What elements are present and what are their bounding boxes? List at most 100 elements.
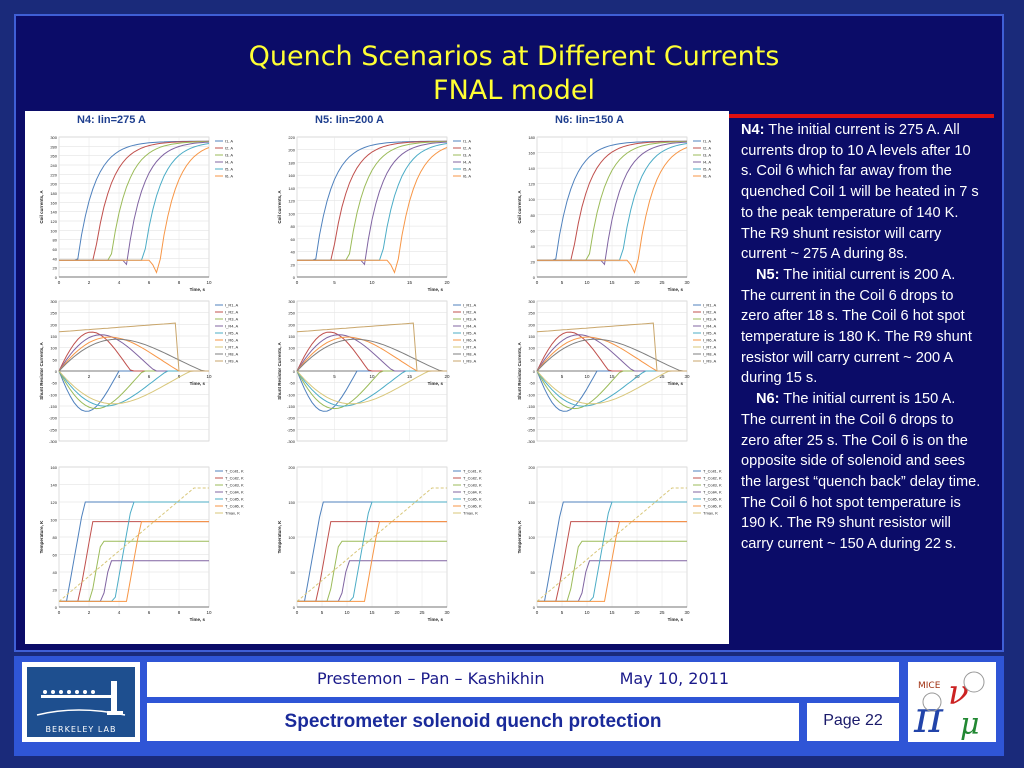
y-axis-label: Coil currents, A bbox=[517, 190, 522, 224]
legend-entry: I3, A bbox=[463, 153, 471, 158]
y-tick-label: 60 bbox=[53, 247, 58, 252]
svg-text:μ: μ bbox=[960, 707, 980, 742]
note-n5-label: N5: bbox=[756, 266, 780, 283]
y-axis-label: Temperature, K bbox=[277, 520, 282, 553]
y-tick-label: -100 bbox=[527, 392, 536, 397]
legend-entry: T_Coil5, K bbox=[225, 497, 244, 502]
legend-entry: I_R2, A bbox=[703, 310, 716, 315]
legend-entry: T_Coil3, K bbox=[463, 483, 482, 488]
y-tick-label: 220 bbox=[288, 135, 295, 140]
legend-entry: I_R6, A bbox=[463, 338, 476, 343]
y-tick-label: 180 bbox=[50, 191, 57, 196]
y-tick-label: 160 bbox=[528, 151, 535, 156]
y-tick-label: 300 bbox=[50, 135, 57, 140]
x-axis-label: Time, s bbox=[190, 617, 206, 622]
y-tick-label: 300 bbox=[50, 299, 57, 304]
x-tick-label: 2 bbox=[88, 280, 91, 285]
legend-entry: I4, A bbox=[463, 160, 471, 165]
x-tick-label: 2 bbox=[88, 374, 91, 379]
legend-entry: T_Coil5, K bbox=[703, 497, 722, 502]
authors-box: Prestemon – Pan – Kashikhin May 10, 2011 bbox=[147, 662, 899, 697]
y-tick-label: 0 bbox=[293, 605, 296, 610]
y-tick-label: 0 bbox=[533, 605, 536, 610]
y-axis-label: Coil currents, A bbox=[277, 190, 282, 224]
legend-entry: T_Coil1, K bbox=[225, 469, 244, 474]
legend-entry: T_Coil1, K bbox=[703, 469, 722, 474]
plot-area bbox=[58, 136, 210, 278]
y-tick-label: 200 bbox=[528, 322, 535, 327]
legend-entry: I_R9, A bbox=[463, 359, 476, 364]
y-tick-label: 260 bbox=[50, 154, 57, 159]
panel-1: N4: Iin=275 A020406080100120140160180200… bbox=[39, 114, 244, 622]
y-tick-label: 60 bbox=[531, 228, 536, 233]
y-tick-label: 150 bbox=[288, 334, 295, 339]
y-tick-label: -200 bbox=[49, 416, 58, 421]
y-tick-label: 0 bbox=[55, 369, 58, 374]
y-tick-label: 180 bbox=[528, 135, 535, 140]
y-tick-label: 100 bbox=[50, 346, 57, 351]
y-tick-label: 160 bbox=[50, 200, 57, 205]
y-tick-label: 100 bbox=[528, 197, 535, 202]
y-tick-label: -150 bbox=[49, 404, 58, 409]
y-tick-label: 220 bbox=[50, 172, 57, 177]
y-tick-label: 120 bbox=[50, 219, 57, 224]
legend-entry: I5, A bbox=[225, 167, 233, 172]
y-tick-label: 250 bbox=[288, 311, 295, 316]
svg-text:π: π bbox=[913, 692, 944, 742]
x-tick-label: 8 bbox=[178, 610, 181, 615]
note-n6: N6: The initial current is 150 A. The cu… bbox=[741, 389, 983, 555]
y-tick-label: 140 bbox=[50, 483, 57, 488]
legend-entry: I_R3, A bbox=[225, 317, 238, 322]
y-tick-label: -50 bbox=[51, 381, 58, 386]
y-tick-label: 300 bbox=[288, 299, 295, 304]
legend-entry: T_Coil5, K bbox=[463, 497, 482, 502]
y-tick-label: 40 bbox=[53, 256, 58, 261]
x-tick-label: 4 bbox=[118, 280, 121, 285]
y-tick-label: 40 bbox=[291, 250, 296, 255]
series-line bbox=[296, 338, 447, 372]
legend-entry: I_R2, A bbox=[225, 310, 238, 315]
y-tick-label: 150 bbox=[288, 500, 295, 505]
legend-entry: T_Coil1, K bbox=[463, 469, 482, 474]
panel-2: N5: Iin=200 A020406080100120140160180200… bbox=[277, 114, 482, 622]
y-tick-label: 120 bbox=[50, 500, 57, 505]
legend-entry: I_R3, A bbox=[703, 317, 716, 322]
series-line bbox=[58, 370, 209, 405]
y-tick-label: -150 bbox=[527, 404, 536, 409]
legend-entry: I_R1, A bbox=[703, 303, 716, 308]
x-tick-label: 5 bbox=[333, 374, 336, 379]
y-tick-label: -50 bbox=[529, 381, 536, 386]
series-line bbox=[537, 147, 688, 274]
legend-entry: T_Coil4, K bbox=[703, 490, 722, 495]
legend-entry: I_R8, A bbox=[225, 352, 238, 357]
note-n4: N4: The initial current is 275 A. All cu… bbox=[741, 120, 983, 265]
y-tick-label: 0 bbox=[55, 605, 58, 610]
y-tick-label: 100 bbox=[528, 346, 535, 351]
quench-chart-grid: N4: Iin=275 A020406080100120140160180200… bbox=[39, 114, 722, 622]
y-tick-label: 20 bbox=[291, 262, 296, 267]
x-tick-label: 15 bbox=[369, 610, 375, 615]
x-tick-label: 10 bbox=[584, 374, 590, 379]
x-axis-label: Time, s bbox=[190, 287, 206, 292]
mice-logo: MICE π ν μ bbox=[908, 662, 996, 743]
series-line bbox=[536, 322, 687, 372]
panel-heading: N4: Iin=275 A bbox=[77, 114, 146, 126]
legend-entry: I_R5, A bbox=[703, 331, 716, 336]
series-line bbox=[536, 370, 687, 405]
x-tick-label: 15 bbox=[609, 374, 615, 379]
legend-entry: I_R8, A bbox=[703, 352, 716, 357]
y-tick-label: 200 bbox=[50, 322, 57, 327]
x-axis-label: Time, s bbox=[668, 617, 684, 622]
x-tick-label: 4 bbox=[118, 374, 121, 379]
berkeley-lab-logo: BERKELEY LAB bbox=[22, 662, 140, 742]
legend-entry: I3, A bbox=[703, 153, 711, 158]
y-tick-label: 140 bbox=[528, 166, 535, 171]
y-tick-label: 120 bbox=[528, 182, 535, 187]
legend-entry: I5, A bbox=[703, 167, 711, 172]
y-tick-label: 20 bbox=[531, 259, 536, 264]
x-tick-label: 15 bbox=[609, 610, 615, 615]
x-tick-label: 10 bbox=[206, 374, 212, 379]
y-axis-label: Temperature, K bbox=[39, 520, 44, 553]
title-line-1: Quench Scenarios at Different Currents bbox=[248, 41, 780, 72]
